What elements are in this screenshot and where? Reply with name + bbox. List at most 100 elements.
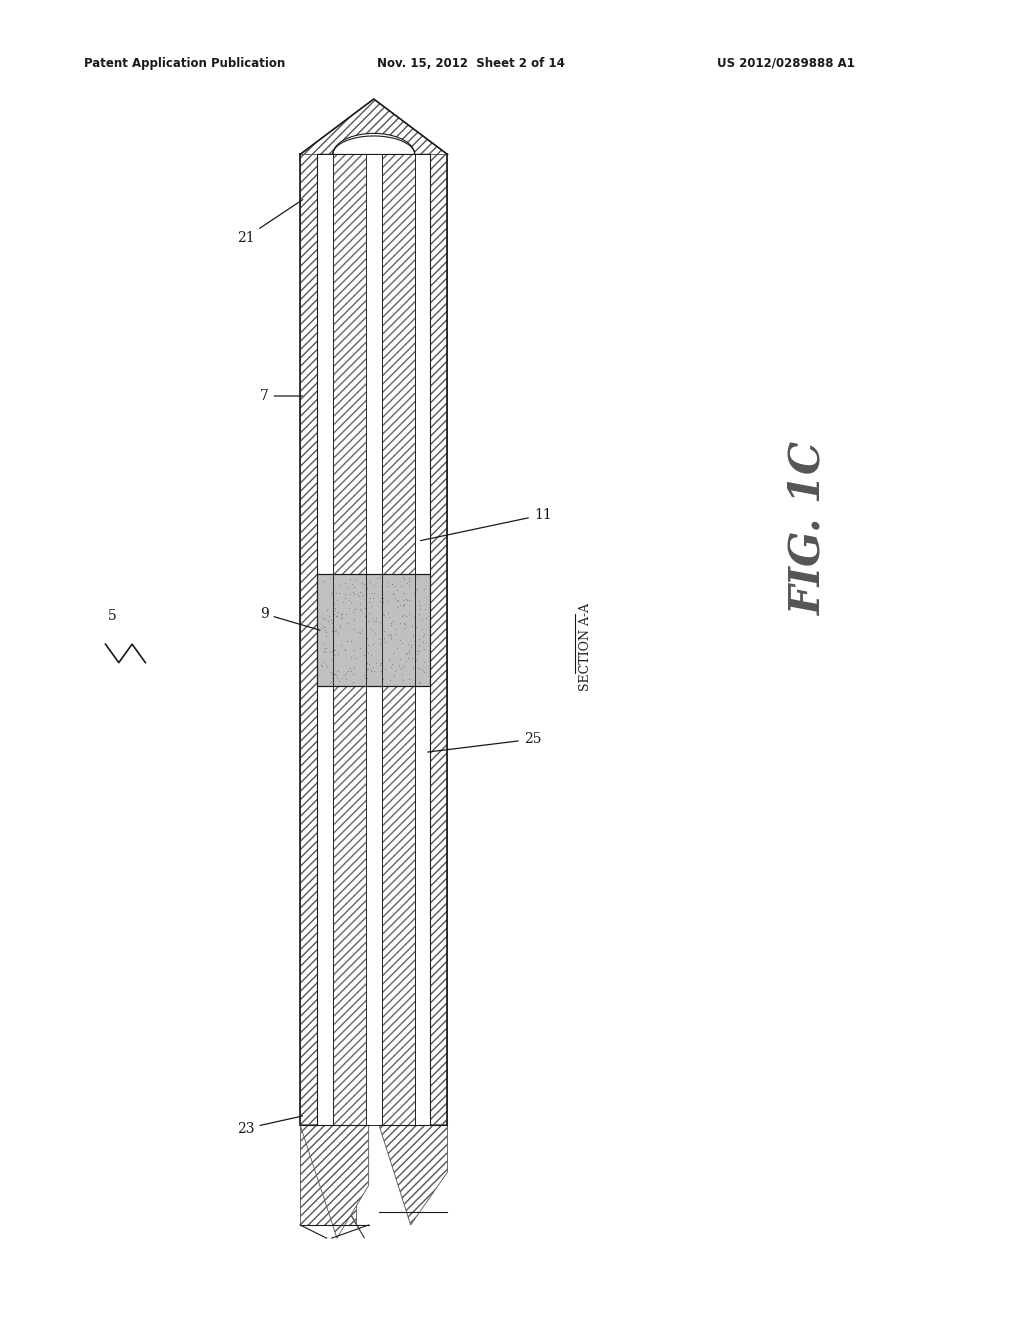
Point xyxy=(330,660,346,681)
Point xyxy=(379,576,395,597)
Point xyxy=(383,624,399,645)
Polygon shape xyxy=(317,574,430,686)
Point xyxy=(397,606,414,627)
Point xyxy=(335,591,351,612)
Point xyxy=(353,599,370,620)
Point xyxy=(398,573,415,594)
Point xyxy=(416,652,432,673)
Point xyxy=(394,605,411,626)
Point xyxy=(351,585,368,606)
Point xyxy=(343,630,359,651)
Point xyxy=(403,636,420,657)
Point xyxy=(316,642,333,663)
Text: SECTION A-A: SECTION A-A xyxy=(579,603,592,690)
Point xyxy=(418,609,434,630)
Point xyxy=(358,652,375,673)
Point xyxy=(394,669,411,690)
Point xyxy=(408,630,424,651)
Point xyxy=(343,660,359,681)
Point xyxy=(415,632,431,653)
Point xyxy=(400,669,417,690)
Point xyxy=(341,583,357,605)
Point xyxy=(404,657,421,678)
Point xyxy=(318,638,335,659)
Polygon shape xyxy=(317,133,430,154)
Point xyxy=(346,639,362,660)
Point xyxy=(341,597,357,618)
Point xyxy=(382,623,398,644)
Point xyxy=(365,656,381,677)
Point xyxy=(344,672,360,693)
Point xyxy=(372,566,388,587)
Point xyxy=(396,656,413,677)
Point xyxy=(372,628,388,649)
Point xyxy=(327,640,343,661)
Polygon shape xyxy=(366,154,382,1125)
Polygon shape xyxy=(300,1125,356,1225)
Point xyxy=(329,606,345,627)
Text: Patent Application Publication: Patent Application Publication xyxy=(84,57,286,70)
Point xyxy=(374,598,390,619)
Point xyxy=(401,570,418,591)
Point xyxy=(323,649,339,671)
Point xyxy=(357,627,374,648)
Point xyxy=(399,642,416,663)
Point xyxy=(413,594,429,615)
Point xyxy=(352,622,369,643)
Point xyxy=(382,669,398,690)
Point xyxy=(322,642,338,663)
Point xyxy=(408,606,424,627)
Point xyxy=(373,587,389,609)
Point xyxy=(367,661,383,682)
Point xyxy=(411,634,427,655)
Point xyxy=(396,612,413,634)
Point xyxy=(395,618,412,639)
Point xyxy=(375,603,391,624)
Point xyxy=(328,620,344,642)
Point xyxy=(323,661,339,682)
Point xyxy=(333,607,349,628)
Point xyxy=(394,664,411,685)
Point xyxy=(328,605,344,626)
Text: 7: 7 xyxy=(260,389,302,403)
Point xyxy=(400,642,417,663)
Point xyxy=(327,640,343,661)
Point xyxy=(314,656,331,677)
Point xyxy=(397,614,414,635)
Point xyxy=(401,590,418,611)
Point xyxy=(319,599,336,620)
Point xyxy=(375,591,391,612)
Point xyxy=(385,643,401,664)
Point xyxy=(366,574,382,595)
Point xyxy=(375,587,391,609)
Point xyxy=(400,568,417,589)
Point xyxy=(341,590,357,611)
Polygon shape xyxy=(300,1125,369,1238)
Point xyxy=(359,659,376,680)
Point xyxy=(400,639,417,660)
Point xyxy=(325,624,341,645)
Point xyxy=(324,640,340,661)
Point xyxy=(315,638,332,659)
Point xyxy=(347,599,364,620)
Point xyxy=(403,635,420,656)
Point xyxy=(380,572,396,593)
Point xyxy=(362,659,379,680)
Point xyxy=(380,590,396,611)
Point xyxy=(383,657,399,678)
Point xyxy=(344,582,360,603)
Polygon shape xyxy=(333,154,366,1125)
Point xyxy=(337,572,353,593)
Point xyxy=(331,671,347,692)
Point xyxy=(416,638,432,659)
Point xyxy=(387,576,403,597)
Point xyxy=(361,591,378,612)
Point xyxy=(381,607,397,628)
Point xyxy=(339,577,355,598)
Point xyxy=(416,661,432,682)
Point xyxy=(360,602,377,623)
Point xyxy=(322,673,338,694)
Point xyxy=(391,655,408,676)
Point xyxy=(328,619,344,640)
Point xyxy=(343,645,359,667)
